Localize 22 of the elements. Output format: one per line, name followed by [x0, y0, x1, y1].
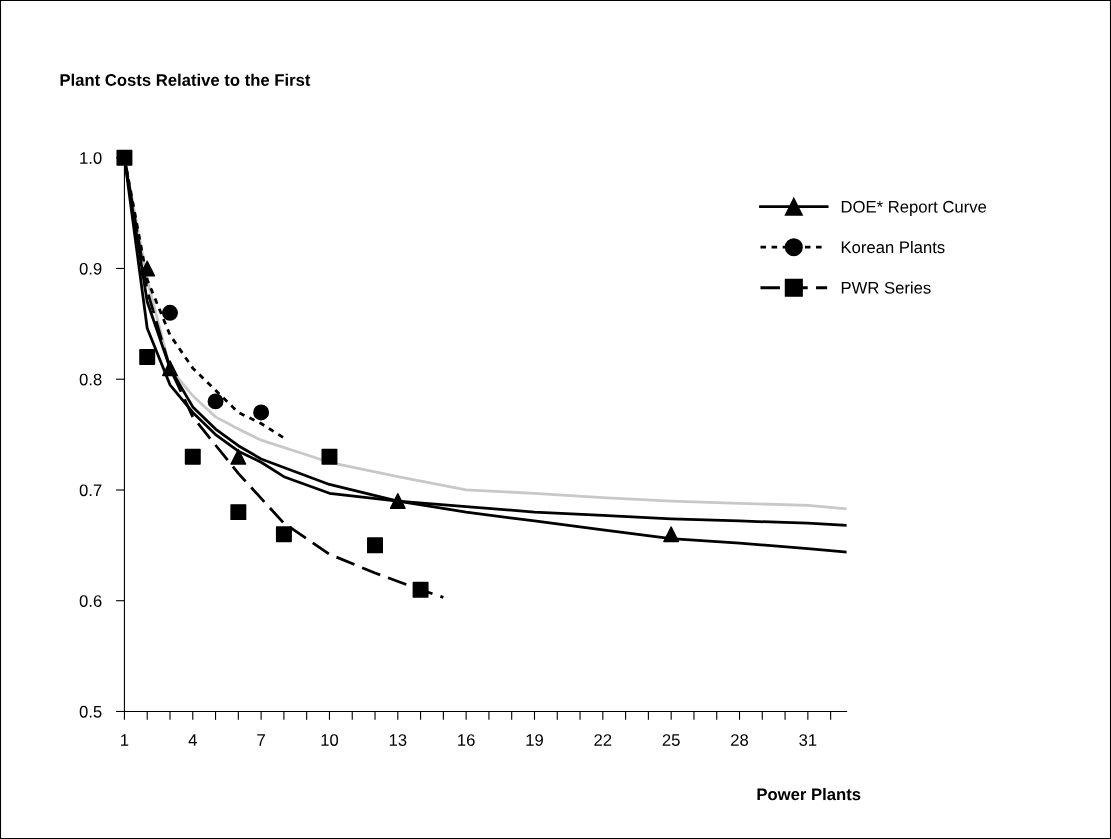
x-tick-label: 10 — [321, 734, 339, 746]
x-tick-label: 16 — [458, 734, 475, 746]
y-tick-label: 0.8 — [79, 373, 102, 386]
y-tick-label: 1.0 — [80, 152, 102, 164]
y-tick-label: 0.6 — [79, 595, 102, 607]
legend-label: DOE* Report Curve — [841, 200, 987, 216]
legend-label: PWR Series — [841, 281, 931, 294]
x-tick-label: 31 — [799, 734, 817, 746]
y-axis-title: Plant Costs Relative to the First — [60, 73, 311, 86]
x-tick-label: 4 — [188, 734, 197, 746]
x-tick-label: 25 — [662, 734, 680, 746]
x-tick-label: 13 — [389, 734, 407, 746]
x-tick-label: 22 — [594, 734, 612, 746]
y-tick-label: 0.9 — [79, 262, 102, 275]
x-tick-label: 28 — [731, 734, 749, 746]
legend-label: Korean Plants — [841, 240, 945, 254]
x-tick-label: 19 — [526, 734, 543, 746]
y-tick-label: 0.7 — [79, 484, 102, 497]
y-tick-label: 0.5 — [79, 705, 102, 718]
x-tick-label: 1 — [121, 734, 129, 746]
x-tick-label: 7 — [257, 734, 265, 746]
x-axis-title: Power Plants — [757, 787, 861, 801]
